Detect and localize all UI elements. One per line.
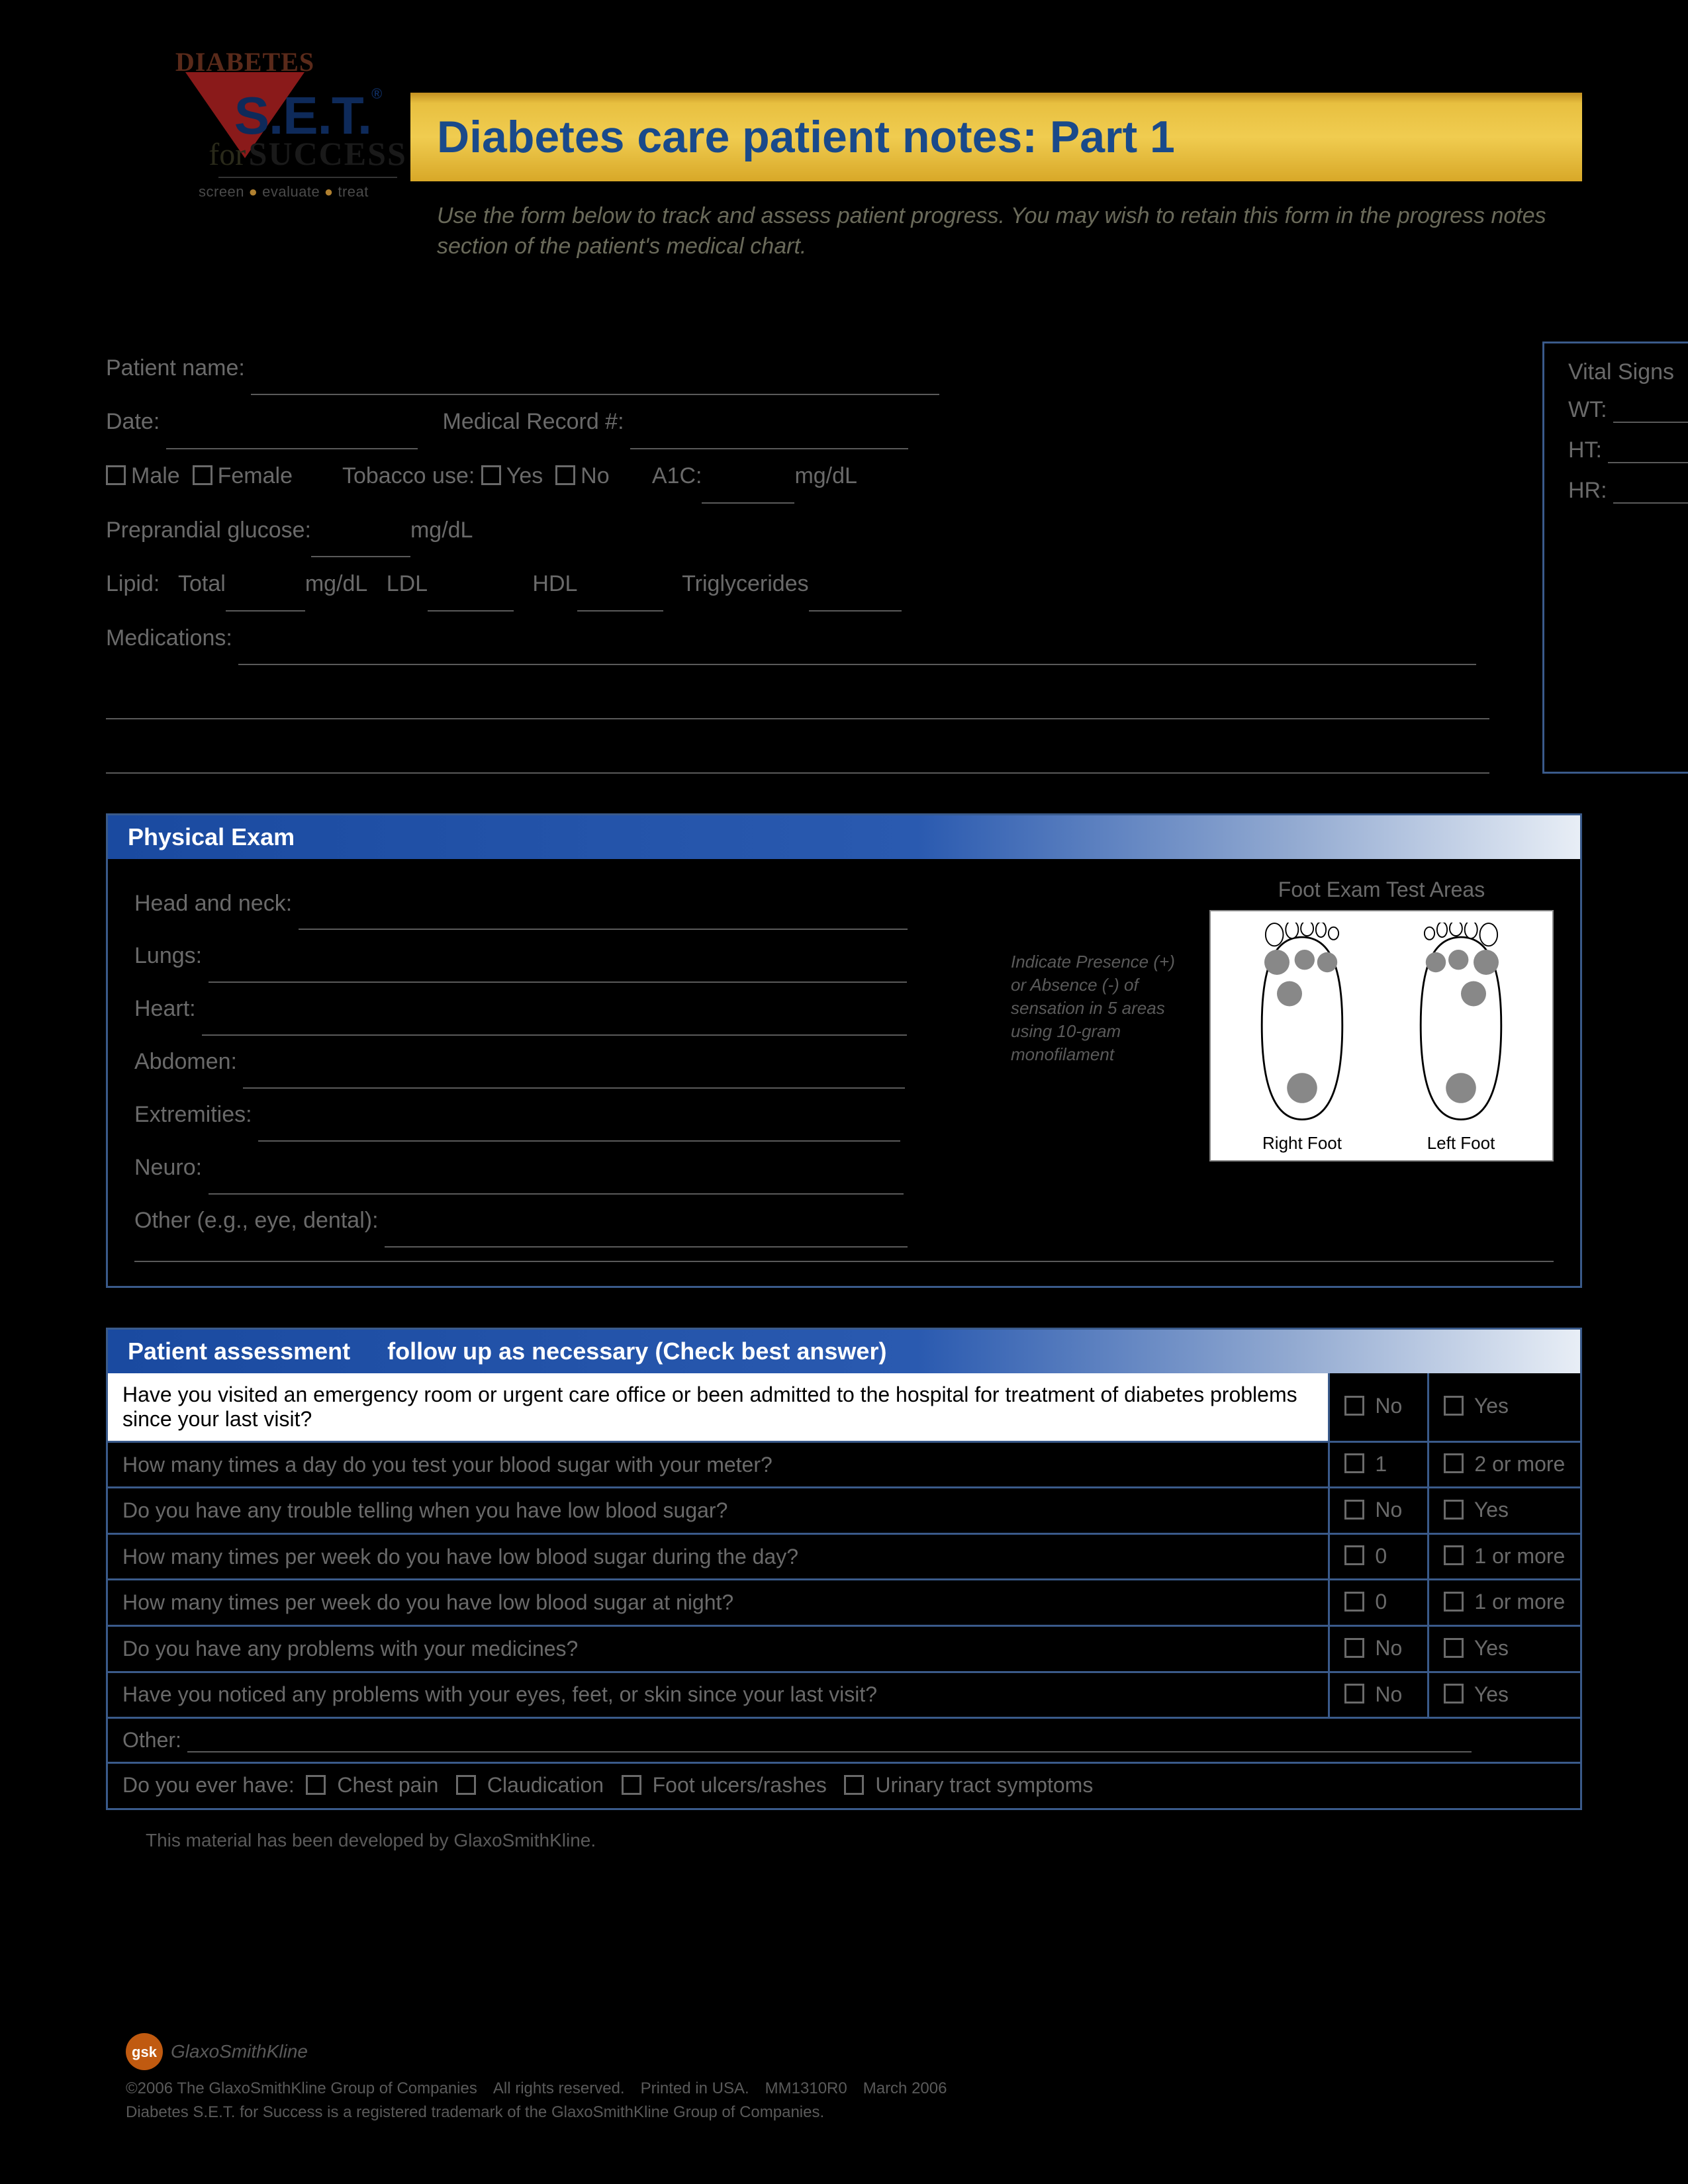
assessment-answer-checkbox[interactable] [1444, 1592, 1464, 1612]
assessment-answer-checkbox[interactable] [1344, 1684, 1364, 1704]
foot-diagram: Right Foot [1209, 910, 1554, 1161]
assessment-answer-1: 1 [1329, 1441, 1428, 1488]
assessment-answer-checkbox[interactable] [1444, 1638, 1464, 1658]
assessment-question: How many times per week do you have low … [108, 1533, 1329, 1580]
physical-exam-header: Physical Exam [108, 815, 1580, 859]
patient-name-label: Patient name: [106, 355, 245, 381]
tobacco-no-checkbox[interactable] [555, 465, 575, 485]
title-bar: Diabetes care patient notes: Part 1 [410, 93, 1582, 181]
footer: gsk GlaxoSmithKline ©2006 The GlaxoSmith… [126, 2033, 1582, 2124]
assessment-answer-checkbox[interactable] [1344, 1396, 1364, 1416]
assessment-answer-checkbox[interactable] [1444, 1396, 1464, 1416]
vital-signs-title: Vital Signs [1568, 359, 1688, 385]
assessment-answer-1: No [1329, 1625, 1428, 1672]
assessment-answer-1: No [1329, 1488, 1428, 1534]
right-foot-icon [1239, 923, 1365, 1128]
footnote: This material has been developed by Glax… [106, 1830, 1582, 1851]
assessment-answer-2: 1 or more [1428, 1533, 1580, 1580]
ever-have-checkbox[interactable] [456, 1775, 476, 1795]
left-foot-label: Left Foot [1398, 1133, 1524, 1154]
assessment-answer-checkbox[interactable] [1344, 1500, 1364, 1520]
logo-tagline: screen ● evaluate ● treat [199, 183, 417, 201]
assessment-ever-have-row: Do you ever have: Chest pain Claudicatio… [108, 1763, 1580, 1808]
medications-label: Medications: [106, 625, 232, 651]
assessment-answer-2: Yes [1428, 1373, 1580, 1442]
assessment-answer-checkbox[interactable] [1444, 1545, 1464, 1565]
vital-signs-box: Vital Signs WT: RR: HT: BP: HR: Temp: [1542, 341, 1688, 774]
assessment-answer-checkbox[interactable] [1444, 1500, 1464, 1520]
ht-field[interactable] [1608, 462, 1688, 463]
date-label: Date: [106, 409, 160, 434]
assessment-question: Have you visited an emergency room or ur… [108, 1373, 1329, 1442]
footer-line-2: Diabetes S.E.T. for Success is a registe… [126, 2101, 1582, 2124]
assessment-answer-checkbox[interactable] [1344, 1453, 1364, 1473]
assessment-answer-2: Yes [1428, 1488, 1580, 1534]
a1c-field[interactable] [702, 502, 794, 504]
gsk-logo-icon: gsk [126, 2033, 163, 2070]
assessment-row: How many times per week do you have low … [108, 1580, 1580, 1626]
assessment-answer-checkbox[interactable] [1444, 1684, 1464, 1704]
assessment-section: Patient assessment follow up as necessar… [106, 1328, 1582, 1810]
assessment-question: Have you noticed any problems with your … [108, 1672, 1329, 1718]
ever-have-checkbox[interactable] [844, 1775, 864, 1795]
hr-field[interactable] [1613, 502, 1688, 504]
assessment-question: Do you have any problems with your medic… [108, 1625, 1329, 1672]
tobacco-yes-checkbox[interactable] [481, 465, 501, 485]
preprandial-label: Preprandial glucose: [106, 518, 311, 543]
assessment-answer-2: 2 or more [1428, 1441, 1580, 1488]
assessment-answer-checkbox[interactable] [1344, 1592, 1364, 1612]
gsk-name: GlaxoSmithKline [171, 2038, 308, 2066]
assessment-other-field[interactable] [187, 1751, 1472, 1752]
assessment-row: Do you have any problems with your medic… [108, 1625, 1580, 1672]
footer-line-1: ©2006 The GlaxoSmithKline Group of Compa… [126, 2077, 1582, 2101]
assessment-answer-checkbox[interactable] [1444, 1453, 1464, 1473]
assessment-other-row: Other: [108, 1718, 1580, 1763]
logo: DIABETES S.E.T.® for SUCCESS screen ● ev… [106, 46, 384, 158]
assessment-question: How many times a day do you test your bl… [108, 1441, 1329, 1488]
assessment-header: Patient assessment follow up as necessar… [108, 1330, 1580, 1373]
assessment-answer-1: No [1329, 1373, 1428, 1442]
tobacco-label: Tobacco use: [342, 463, 475, 488]
logo-triangle-icon: S.E.T.® for SUCCESS screen ● evaluate ● … [185, 72, 305, 158]
left-foot-icon [1398, 923, 1524, 1128]
assessment-row: Have you visited an emergency room or ur… [108, 1373, 1580, 1442]
assessment-question: Do you have any trouble telling when you… [108, 1488, 1329, 1534]
medications-field-3[interactable] [106, 772, 1489, 774]
male-checkbox[interactable] [106, 465, 126, 485]
assessment-row: How many times a day do you test your bl… [108, 1441, 1580, 1488]
assessment-answer-checkbox[interactable] [1344, 1638, 1364, 1658]
assessment-answer-1: 0 [1329, 1580, 1428, 1626]
assessment-question: How many times per week do you have low … [108, 1580, 1329, 1626]
assessment-row: Have you noticed any problems with your … [108, 1672, 1580, 1718]
assessment-answer-2: Yes [1428, 1672, 1580, 1718]
logo-for-success: for SUCCESS [199, 134, 417, 173]
ever-have-checkbox[interactable] [622, 1775, 641, 1795]
ever-have-checkbox[interactable] [306, 1775, 326, 1795]
lipid-label: Lipid: [106, 571, 160, 596]
intro-text: Use the form below to track and assess p… [410, 201, 1582, 262]
assessment-row: Do you have any trouble telling when you… [108, 1488, 1580, 1534]
page-title: Diabetes care patient notes: Part 1 [437, 111, 1556, 163]
patient-info: Patient name: Date: Medical Record #: Ma… [106, 341, 1489, 774]
assessment-answer-checkbox[interactable] [1344, 1545, 1364, 1565]
assessment-table: Have you visited an emergency room or ur… [108, 1373, 1580, 1808]
assessment-answer-2: Yes [1428, 1625, 1580, 1672]
a1c-label: A1C: [652, 463, 702, 488]
assessment-answer-1: 0 [1329, 1533, 1428, 1580]
assessment-answer-2: 1 or more [1428, 1580, 1580, 1626]
mrn-label: Medical Record #: [443, 409, 624, 434]
pe-other-field[interactable] [385, 1246, 908, 1248]
female-checkbox[interactable] [193, 465, 212, 485]
assessment-answer-1: No [1329, 1672, 1428, 1718]
foot-exam-instruction: Indicate Presence (+) or Absence (-) of … [1011, 878, 1183, 1248]
right-foot-label: Right Foot [1239, 1133, 1365, 1154]
assessment-row: How many times per week do you have low … [108, 1533, 1580, 1580]
foot-exam-title: Foot Exam Test Areas [1209, 878, 1554, 902]
wt-field[interactable] [1613, 422, 1688, 423]
physical-exam-section: Physical Exam Head and neck: Lungs: Hear… [106, 813, 1582, 1288]
